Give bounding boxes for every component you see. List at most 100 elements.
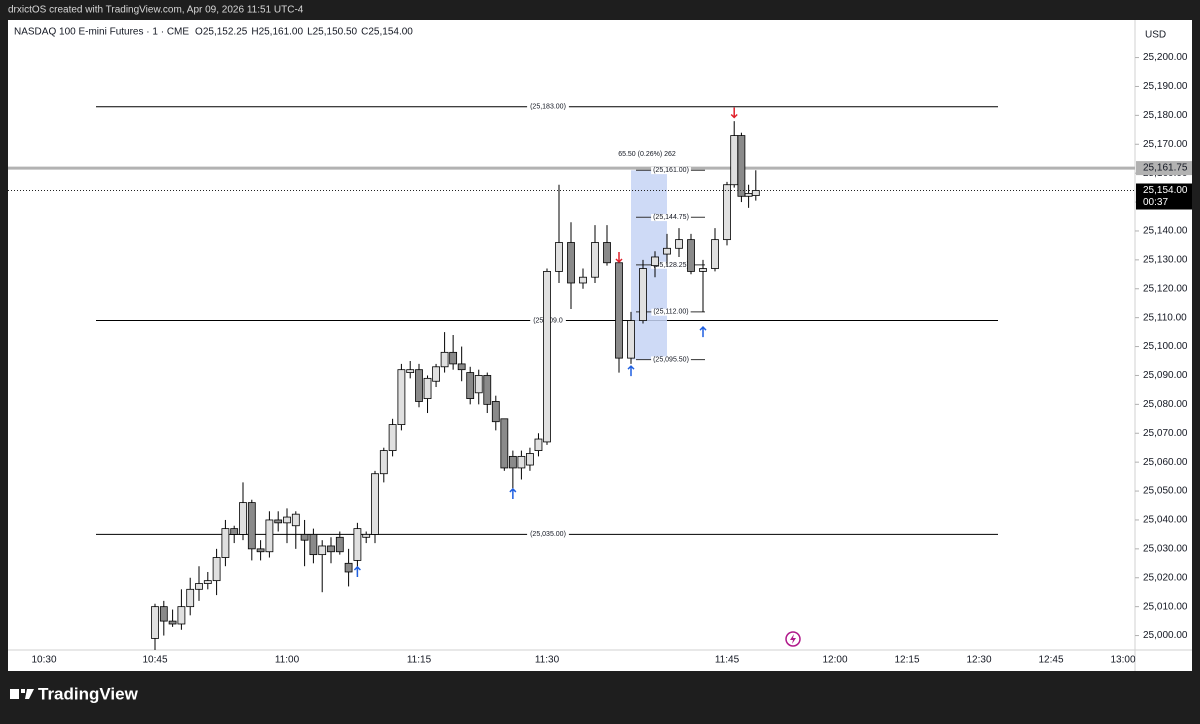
measure-label-bg <box>651 261 691 269</box>
candle <box>274 511 283 532</box>
candle-body <box>723 184 731 241</box>
y-tick-label: 25,180.00 <box>1143 110 1188 121</box>
candle-body <box>449 351 458 365</box>
candle <box>151 603 159 650</box>
candle <box>483 372 492 414</box>
candle-body <box>651 256 659 267</box>
candle <box>687 233 695 275</box>
candle <box>567 222 575 309</box>
candle-body <box>274 519 283 524</box>
symbol-title: NASDAQ 100 E-mini Futures · 1 · CME <box>14 27 189 38</box>
last-price-label: 25,154.00 <box>1143 185 1188 196</box>
x-tick-label: 11:15 <box>407 655 432 666</box>
candle-body <box>579 276 587 284</box>
candle-body <box>555 242 563 272</box>
candle-body <box>247 502 256 550</box>
ohlc-key: O <box>195 27 203 38</box>
candle <box>159 600 168 636</box>
candle-body <box>151 606 159 639</box>
candle <box>239 482 247 541</box>
candle <box>335 531 344 555</box>
y-tick-label: 25,080.00 <box>1143 399 1188 410</box>
measure-level-label: (25,112.00) <box>653 309 688 316</box>
candle-body <box>737 135 746 197</box>
candle-body <box>406 369 415 373</box>
ohlc-value: 25,152.25 <box>203 27 248 38</box>
candle <box>627 311 635 364</box>
candle <box>423 375 432 414</box>
candle-body <box>335 536 344 553</box>
candle-body <box>265 519 274 553</box>
candle <box>579 268 587 289</box>
candle <box>300 519 309 567</box>
signal-arrow <box>730 107 738 119</box>
candle-body <box>344 562 353 573</box>
candle-body <box>388 424 397 451</box>
candle-body <box>415 369 423 402</box>
y-tick-label: 25,010.00 <box>1143 601 1188 612</box>
y-tick-label: 25,090.00 <box>1143 370 1188 381</box>
candle-body <box>203 580 212 584</box>
candle-body <box>440 351 449 368</box>
logo <box>10 689 34 699</box>
candle-body <box>508 455 517 469</box>
candle <box>318 540 327 593</box>
candle <box>415 363 423 408</box>
candle-body <box>639 268 647 321</box>
credit: drxictOS created with TradingView.com, A… <box>8 5 304 16</box>
countdown: 00:37 <box>1143 197 1168 208</box>
candle <box>517 450 526 480</box>
candle-body <box>699 268 707 272</box>
candle-body <box>423 377 432 399</box>
candle <box>615 259 623 373</box>
candle-body <box>318 545 327 556</box>
measure-label-bg <box>651 308 691 316</box>
measure-text: 65.50 (0.26%) 262 <box>618 151 676 158</box>
y-tick-label: 25,100.00 <box>1143 341 1188 352</box>
signal-arrow <box>353 565 361 577</box>
candle <box>651 251 659 278</box>
candle <box>466 366 475 405</box>
candle <box>440 332 449 373</box>
y-tick-label: 25,170.00 <box>1143 139 1188 150</box>
level-label: (25,035.00) <box>530 531 566 538</box>
candle <box>534 433 543 457</box>
candle-body <box>256 548 265 553</box>
candle <box>327 537 335 564</box>
y-tick-label: 25,060.00 <box>1143 457 1188 468</box>
x-tick-label: 10:30 <box>31 655 56 666</box>
candle-body <box>711 239 719 269</box>
candle-body <box>517 455 526 469</box>
signal-arrow <box>509 487 517 499</box>
candle <box>379 447 388 483</box>
y-tick-label: 25,020.00 <box>1143 572 1188 583</box>
y-tick-label: 25,070.00 <box>1143 428 1188 439</box>
candle-body <box>397 369 406 425</box>
y-tick-label: 25,110.00 <box>1143 312 1187 323</box>
x-tick-label: 13:00 <box>1110 655 1135 666</box>
candle-body <box>751 190 760 196</box>
candle <box>203 571 212 590</box>
candle-body <box>362 534 371 538</box>
candle <box>675 228 683 257</box>
candle <box>591 225 599 283</box>
measure-label-bg <box>651 356 691 364</box>
candle <box>247 499 256 561</box>
candle-body <box>168 620 177 625</box>
ohlc-key: C <box>361 27 368 38</box>
candle <box>508 450 517 489</box>
y-tick-label: 25,050.00 <box>1143 486 1188 497</box>
candle-body <box>186 588 195 608</box>
candle-body <box>195 583 203 590</box>
y-tick-label: 25,030.00 <box>1143 543 1188 554</box>
signal-arrow <box>627 365 635 377</box>
candle-body <box>543 271 551 443</box>
candle-body <box>371 473 379 535</box>
candle <box>474 369 483 405</box>
candle <box>603 225 611 266</box>
candle <box>500 418 509 471</box>
y-tick-label: 25,000.00 <box>1143 630 1188 641</box>
candle <box>432 363 440 388</box>
